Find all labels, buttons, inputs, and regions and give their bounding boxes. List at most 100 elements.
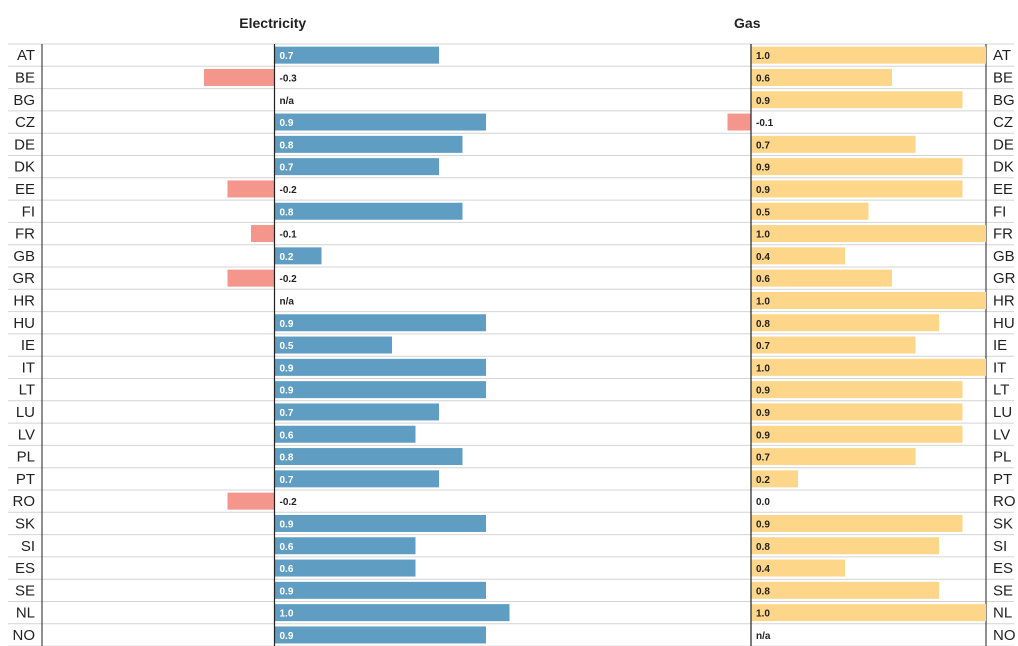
bar-electricity (274, 559, 416, 577)
country-label-left: HR (13, 292, 35, 309)
value-label-electricity: 0.7 (280, 408, 294, 419)
bar-electricity (274, 537, 416, 555)
value-label-gas: 0.5 (756, 207, 770, 218)
country-label-left: DE (14, 136, 35, 153)
country-label-left: IT (22, 359, 35, 376)
bar-electricity (227, 492, 275, 510)
bar-gas (751, 425, 963, 443)
country-label-left: BG (13, 92, 35, 109)
value-label-gas: 1.0 (756, 296, 770, 307)
value-label-gas: 0.9 (756, 386, 770, 397)
bar-gas (751, 581, 939, 599)
value-label-electricity: -0.1 (280, 230, 298, 241)
value-label-electricity: 0.7 (280, 475, 294, 486)
bar-electricity (274, 514, 486, 532)
value-label-gas: 0.7 (756, 341, 770, 352)
value-label-electricity: 0.9 (280, 363, 294, 374)
value-label-gas: 0.9 (756, 408, 770, 419)
value-label-gas: 0.2 (756, 475, 770, 486)
country-label-left: AT (17, 47, 35, 64)
value-label-gas: -0.1 (756, 118, 774, 129)
bar-gas (751, 314, 939, 332)
bar-electricity (274, 247, 322, 265)
value-label-electricity: 0.9 (280, 386, 294, 397)
panel-electricity: Electricity 0.7 -0.3 n/a 0.9 0.8 0.7 -0.2 0.8 -0.… (204, 15, 510, 646)
bar-gas (751, 448, 916, 466)
bar-electricity (274, 158, 439, 176)
bar-electricity (274, 425, 416, 443)
value-label-gas: 0.7 (756, 453, 770, 464)
country-label-left: SE (15, 582, 35, 599)
country-label-left: RO (13, 493, 36, 510)
value-label-gas: 0.9 (756, 163, 770, 174)
bar-gas (751, 403, 963, 421)
country-label-left: GR (13, 270, 36, 287)
country-label-right: HR (993, 292, 1015, 309)
bar-gas (751, 336, 916, 354)
country-label-left: PT (16, 471, 35, 488)
value-label-gas: 1.0 (756, 51, 770, 62)
value-label-electricity: 0.8 (280, 207, 294, 218)
value-label-gas: 0.9 (756, 96, 770, 107)
value-label-electricity: 0.9 (280, 631, 294, 642)
country-label-left: CZ (15, 114, 35, 131)
bar-gas (751, 135, 916, 153)
value-label-electricity: 0.5 (280, 341, 294, 352)
bar-gas (751, 470, 798, 488)
country-label-right: PL (993, 449, 1011, 466)
country-label-left: LT (19, 382, 35, 399)
country-label-right: RO (993, 493, 1016, 510)
value-label-electricity: -0.2 (280, 497, 298, 508)
bar-electricity (274, 113, 486, 131)
country-label-right: NO (993, 627, 1016, 644)
value-label-electricity: 0.9 (280, 118, 294, 129)
value-label-gas: 1.0 (756, 363, 770, 374)
country-label-left: HU (13, 315, 35, 332)
bar-electricity (274, 626, 486, 644)
country-label-right: DE (993, 136, 1014, 153)
value-label-gas: 0.0 (756, 497, 770, 508)
country-label-left: EE (15, 181, 35, 198)
country-label-left: NO (13, 627, 36, 644)
value-label-gas: 0.9 (756, 519, 770, 530)
value-label-gas: 0.4 (756, 252, 770, 263)
bar-gas (751, 225, 986, 243)
row-separators (8, 43, 1014, 646)
bar-gas (751, 381, 963, 399)
value-label-electricity: 0.6 (280, 542, 294, 553)
country-label-right: PT (993, 471, 1012, 488)
value-label-electricity: n/a (280, 96, 295, 107)
bar-gas (751, 180, 963, 198)
bar-electricity (251, 225, 275, 243)
country-labels-left: AT BE BG CZ DE DK EE FI FR GB GR HR HU IE IT LT LU LV PL PT… (13, 47, 36, 644)
country-label-left: IE (21, 337, 35, 354)
country-labels-right: AT BE BG CZ DE DK EE FI FR GB GR HR HU IE IT LT LU LV PL PT… (993, 47, 1016, 644)
country-label-right: BE (993, 69, 1013, 86)
country-label-left: BE (15, 69, 35, 86)
value-label-electricity: 0.9 (280, 519, 294, 530)
country-label-right: AT (993, 47, 1011, 64)
country-label-right: NL (993, 605, 1012, 622)
value-label-gas: 1.0 (756, 230, 770, 241)
country-label-right: BG (993, 92, 1015, 109)
value-label-electricity: 0.8 (280, 453, 294, 464)
value-label-gas: 0.6 (756, 274, 770, 285)
bar-electricity (274, 336, 392, 354)
bar-gas (751, 46, 986, 64)
country-label-right: IE (993, 337, 1007, 354)
country-label-left: LU (16, 404, 35, 421)
bar-gas (751, 91, 963, 109)
bar-electricity (274, 46, 439, 64)
value-label-electricity: -0.3 (280, 73, 298, 84)
country-label-right: GB (993, 248, 1015, 265)
value-label-gas: 0.4 (756, 564, 770, 575)
value-label-electricity: 0.7 (280, 163, 294, 174)
bar-electricity (274, 381, 486, 399)
value-label-gas: 0.9 (756, 185, 770, 196)
bar-gas (751, 202, 869, 220)
value-label-gas: 0.8 (756, 586, 770, 597)
country-label-right: IT (993, 359, 1006, 376)
country-label-right: CZ (993, 114, 1013, 131)
country-label-right: FI (993, 203, 1006, 220)
